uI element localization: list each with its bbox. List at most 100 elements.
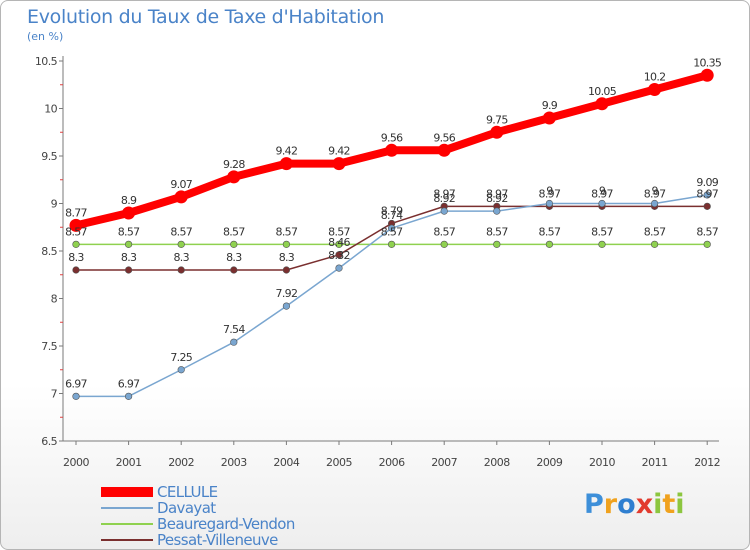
legend-item: Davayat [101,500,295,516]
x-tick-label: 2009 [536,456,562,469]
x-tick-label: 2006 [379,456,405,469]
logo-letter: x [635,489,654,520]
data-point-beauregard-vendon [650,240,659,248]
chart-subtitle: (en %) [27,30,64,43]
x-tick-label: 2011 [642,456,668,469]
y-tick-label: 6.5 [41,435,57,448]
legend-swatch [101,487,153,497]
data-label-beauregard-vendon: 8.57 [644,225,666,238]
data-label-pessat-villeneuve: 8.3 [173,251,189,264]
legend-label: Beauregard-Vendon [157,515,295,533]
x-tick-label: 2003 [221,456,247,469]
data-point-davayat [282,302,291,310]
data-label-cellule: 9.56 [433,131,455,144]
data-label-beauregard-vendon: 8.57 [170,225,192,238]
data-point-cellule [648,83,662,96]
data-label-davayat: 9 [546,185,553,198]
data-label-beauregard-vendon: 8.57 [65,225,87,238]
data-label-beauregard-vendon: 8.57 [539,225,561,238]
logo-letter: i [653,489,663,520]
data-label-pessat-villeneuve: 8.97 [539,187,561,200]
logo-letter: o [617,489,636,520]
data-point-beauregard-vendon [598,240,606,248]
data-point-beauregard-vendon [72,240,80,248]
data-point-pessat-villeneuve [335,251,343,259]
data-label-beauregard-vendon: 8.57 [591,225,613,238]
data-point-cellule [332,157,346,171]
legend-item: Pessat-Villeneuve [101,532,295,548]
data-point-pessat-villeneuve [124,266,133,274]
x-tick-label: 2007 [431,456,457,469]
data-point-pessat-villeneuve [72,266,80,274]
data-point-beauregard-vendon [335,240,343,248]
data-label-davayat: 9 [651,185,658,198]
data-label-pessat-villeneuve: 8.97 [591,187,613,200]
data-label-davayat: 6.97 [118,377,140,390]
data-label-pessat-villeneuve: 8.3 [68,251,84,264]
data-point-cellule [279,157,293,171]
proxiti-logo: Proxiti [584,489,685,520]
data-point-davayat [388,224,396,232]
data-label-beauregard-vendon: 8.57 [276,225,298,238]
data-point-cellule [69,218,83,232]
data-point-beauregard-vendon [388,240,396,248]
y-tick-label: 9.5 [41,150,57,163]
legend-item: CELLULE [101,484,295,500]
data-label-davayat: 7.54 [223,323,245,336]
data-point-davayat [440,207,448,215]
data-label-cellule: 9.56 [381,131,403,144]
data-label-cellule: 10.2 [644,71,666,84]
data-point-davayat [545,199,554,208]
data-point-pessat-villeneuve [282,266,291,274]
data-label-pessat-villeneuve: 8.97 [433,187,455,200]
x-tick-label: 2008 [484,456,510,469]
data-point-beauregard-vendon [230,240,238,248]
data-point-cellule [174,190,188,204]
data-label-beauregard-vendon: 8.57 [433,225,455,238]
data-point-davayat [703,191,711,199]
data-label-davayat: 8.92 [433,192,455,205]
x-tick-label: 2002 [168,456,194,469]
y-tick-label: 10.5 [35,55,58,68]
data-point-beauregard-vendon [177,240,185,248]
data-label-beauregard-vendon: 8.57 [223,225,245,238]
data-label-davayat: 9 [599,185,606,198]
y-tick-label: 7 [51,388,58,401]
data-point-cellule [542,111,556,125]
data-label-pessat-villeneuve: 8.3 [226,251,242,264]
data-label-cellule: 10.05 [588,85,617,98]
data-label-beauregard-vendon: 8.57 [328,225,350,238]
data-label-pessat-villeneuve: 8.46 [328,236,350,249]
legend-item: Beauregard-Vendon [101,516,295,532]
data-point-beauregard-vendon [703,240,711,248]
x-tick-label: 2005 [326,456,352,469]
chart-title: Evolution du Taux de Taxe d'Habitation [27,6,385,28]
data-point-davayat [335,264,343,272]
data-point-beauregard-vendon [545,240,554,248]
data-label-davayat: 7.25 [170,351,192,364]
data-point-beauregard-vendon [282,240,291,248]
x-tick-label: 2000 [63,456,89,469]
y-tick-label: 10 [44,103,57,116]
logo-letter: r [603,489,618,520]
data-point-davayat [72,392,80,400]
data-point-cellule [437,143,451,157]
data-point-davayat [650,199,659,208]
data-label-beauregard-vendon: 8.57 [381,225,403,238]
legend-swatch [101,539,153,541]
data-label-davayat: 8.32 [328,249,350,262]
data-label-beauregard-vendon: 8.57 [486,225,508,238]
data-label-davayat: 6.97 [65,377,87,390]
data-point-pessat-villeneuve [703,202,711,210]
data-point-beauregard-vendon [493,240,501,248]
legend-label: Davayat [157,499,216,517]
data-label-cellule: 9.28 [223,158,245,171]
data-label-davayat: 7.92 [276,287,298,300]
data-label-beauregard-vendon: 8.57 [118,225,140,238]
logo-letter: P [584,489,604,520]
data-label-davayat: 8.92 [486,192,508,205]
data-point-davayat [493,207,501,215]
data-point-davayat [177,366,185,374]
data-label-pessat-villeneuve: 8.3 [279,251,295,264]
